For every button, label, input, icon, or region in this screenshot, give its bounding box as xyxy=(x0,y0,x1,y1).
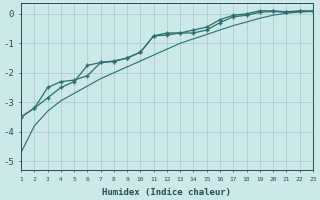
X-axis label: Humidex (Indice chaleur): Humidex (Indice chaleur) xyxy=(102,188,231,197)
